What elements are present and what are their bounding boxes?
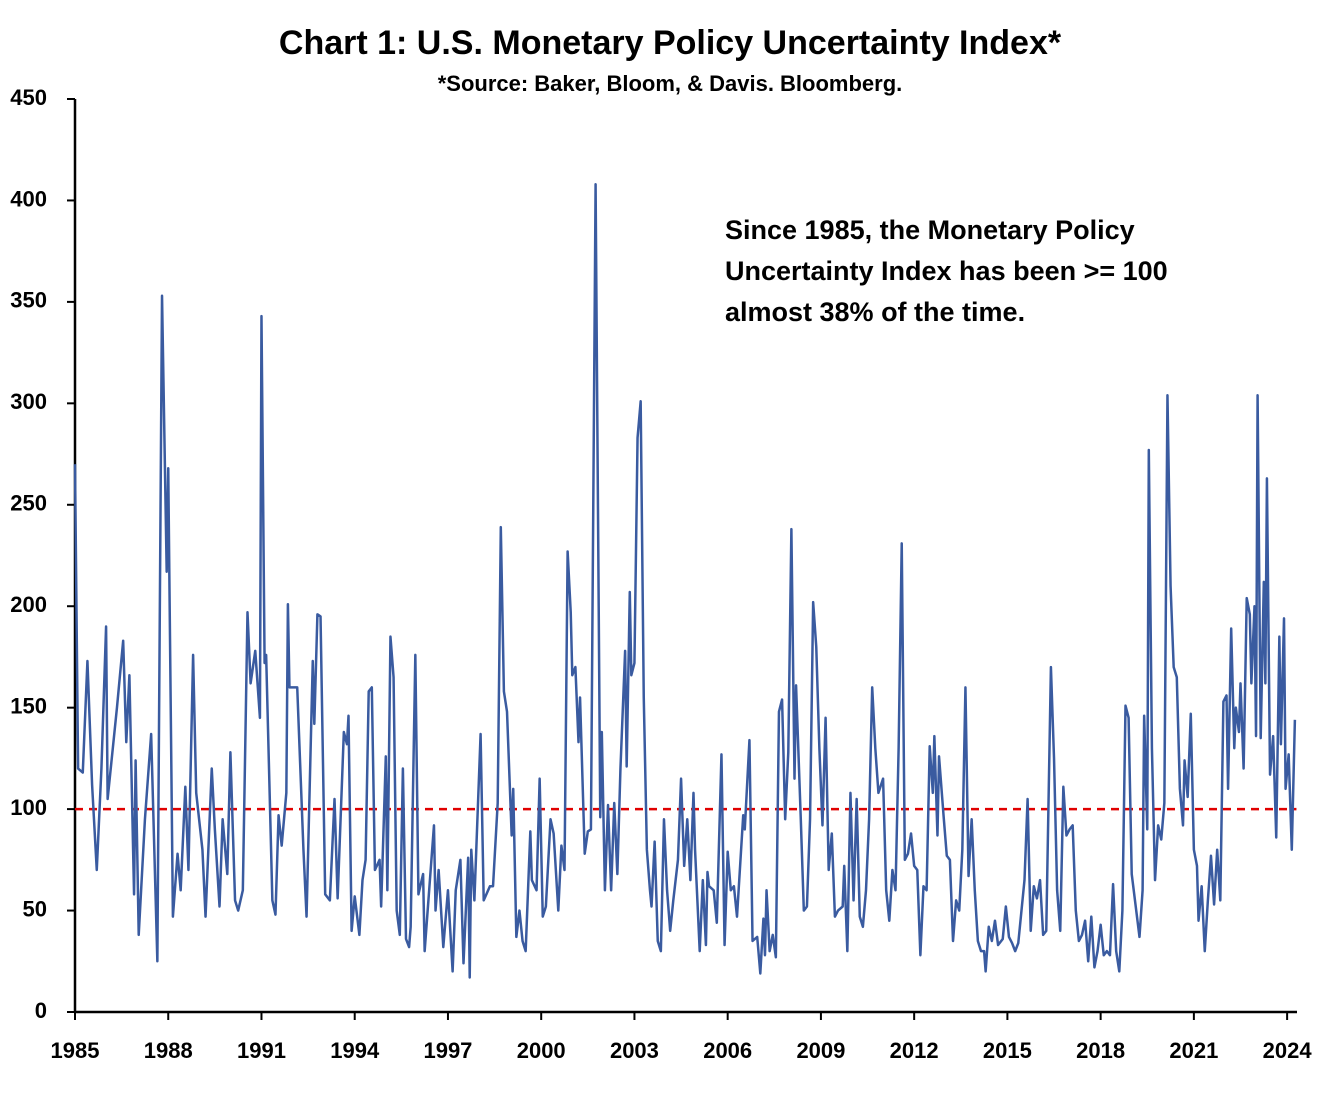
annotation: almost 38% of the time. bbox=[725, 297, 1025, 327]
x-tick-label: 2000 bbox=[517, 1038, 566, 1063]
annotation: Uncertainty Index has been >= 100 bbox=[725, 256, 1168, 286]
x-tick-label: 2012 bbox=[890, 1038, 939, 1063]
y-tick-label: 100 bbox=[10, 795, 47, 820]
x-tick-label: 1985 bbox=[51, 1038, 100, 1063]
chart-title: Chart 1: U.S. Monetary Policy Uncertaint… bbox=[279, 24, 1062, 62]
x-tick-label: 1997 bbox=[423, 1038, 472, 1063]
x-tick-label: 2003 bbox=[610, 1038, 659, 1063]
annotation: Since 1985, the Monetary Policy bbox=[725, 215, 1135, 245]
y-tick-label: 150 bbox=[10, 693, 47, 718]
x-tick-label: 1991 bbox=[237, 1038, 286, 1063]
y-tick-label: 300 bbox=[10, 389, 47, 414]
y-tick-label: 250 bbox=[10, 491, 47, 516]
x-tick-label: 2015 bbox=[983, 1038, 1032, 1063]
chart-subtitle: *Source: Baker, Bloom, & Davis. Bloomber… bbox=[438, 71, 903, 96]
x-tick-label: 1994 bbox=[330, 1038, 380, 1063]
x-tick-label: 2021 bbox=[1169, 1038, 1218, 1063]
x-tick-label: 2006 bbox=[703, 1038, 752, 1063]
data-line bbox=[73, 182, 1297, 979]
y-tick-label: 400 bbox=[10, 186, 47, 211]
x-tick-label: 2024 bbox=[1263, 1038, 1313, 1063]
y-tick-label: 0 bbox=[35, 998, 47, 1023]
x-tick-label: 2018 bbox=[1076, 1038, 1125, 1063]
x-tick-label: 2009 bbox=[796, 1038, 845, 1063]
x-tick-label: 1988 bbox=[144, 1038, 193, 1063]
y-tick-label: 350 bbox=[10, 288, 47, 313]
y-tick-label: 50 bbox=[23, 896, 47, 921]
y-tick-label: 200 bbox=[10, 592, 47, 617]
y-tick-label: 450 bbox=[10, 85, 47, 110]
